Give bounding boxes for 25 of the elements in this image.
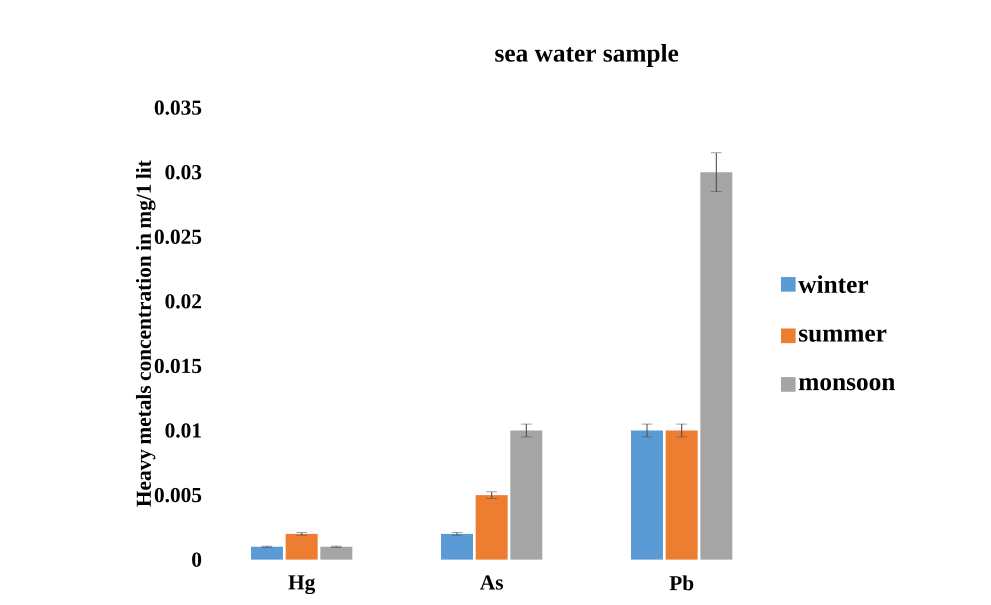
y-tick-label: 0.005: [154, 488, 202, 502]
y-tick-label: 0.01: [165, 423, 201, 438]
y-tick-label: 0.02: [165, 294, 202, 309]
legend-label: winter: [798, 275, 868, 294]
x-tick-label: As: [480, 575, 503, 590]
bar: [631, 430, 664, 560]
bar: [320, 546, 352, 560]
y-tick-label: 0.015: [154, 358, 202, 374]
legend-label: summer: [799, 329, 886, 342]
bar: [441, 534, 474, 560]
chart-title: sea water sample: [495, 44, 678, 67]
bar: [476, 495, 508, 560]
bar: [700, 172, 732, 560]
x-tick-label: Hg: [288, 575, 316, 594]
y-tick-label: 0: [192, 552, 202, 567]
y-tick-label: 0.035: [154, 100, 202, 115]
bar: [286, 534, 318, 560]
x-tick-label: Pb: [670, 575, 694, 590]
bar: [510, 430, 542, 560]
y-axis-title: Heavy metals concentration in mg/1 lit: [136, 160, 156, 507]
bar: [251, 546, 284, 560]
y-tick-label: 0.03: [165, 164, 202, 180]
legend-label: monsoon: [798, 378, 896, 390]
y-tick-label: 0.025: [154, 230, 202, 244]
bar: [666, 430, 698, 560]
